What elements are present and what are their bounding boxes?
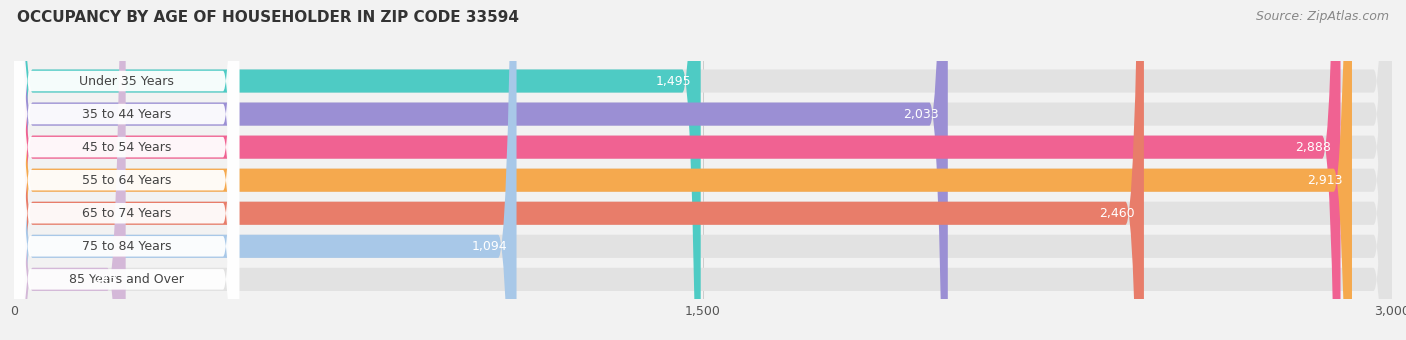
FancyBboxPatch shape [14, 0, 700, 340]
FancyBboxPatch shape [14, 0, 239, 340]
FancyBboxPatch shape [14, 0, 239, 340]
Text: 55 to 64 Years: 55 to 64 Years [82, 174, 172, 187]
Text: 85 Years and Over: 85 Years and Over [69, 273, 184, 286]
FancyBboxPatch shape [14, 0, 239, 340]
FancyBboxPatch shape [14, 0, 1392, 340]
FancyBboxPatch shape [14, 0, 1392, 340]
Text: Source: ZipAtlas.com: Source: ZipAtlas.com [1256, 10, 1389, 23]
Text: 65 to 74 Years: 65 to 74 Years [82, 207, 172, 220]
FancyBboxPatch shape [14, 0, 1392, 340]
Text: 45 to 54 Years: 45 to 54 Years [82, 141, 172, 154]
Text: 2,033: 2,033 [903, 107, 939, 121]
FancyBboxPatch shape [14, 0, 239, 340]
Text: Under 35 Years: Under 35 Years [79, 74, 174, 87]
FancyBboxPatch shape [14, 0, 1353, 340]
Text: 2,888: 2,888 [1295, 141, 1331, 154]
Text: 1,094: 1,094 [472, 240, 508, 253]
FancyBboxPatch shape [14, 0, 516, 340]
FancyBboxPatch shape [14, 0, 1392, 340]
FancyBboxPatch shape [14, 0, 125, 340]
FancyBboxPatch shape [14, 0, 1392, 340]
FancyBboxPatch shape [14, 0, 1392, 340]
Text: 1,495: 1,495 [655, 74, 692, 87]
Text: 75 to 84 Years: 75 to 84 Years [82, 240, 172, 253]
Text: 243: 243 [93, 273, 117, 286]
FancyBboxPatch shape [14, 0, 1144, 340]
Text: OCCUPANCY BY AGE OF HOUSEHOLDER IN ZIP CODE 33594: OCCUPANCY BY AGE OF HOUSEHOLDER IN ZIP C… [17, 10, 519, 25]
FancyBboxPatch shape [14, 0, 239, 340]
Text: 2,460: 2,460 [1099, 207, 1135, 220]
FancyBboxPatch shape [14, 0, 239, 340]
FancyBboxPatch shape [14, 0, 948, 340]
FancyBboxPatch shape [14, 0, 1340, 340]
FancyBboxPatch shape [14, 0, 239, 340]
FancyBboxPatch shape [14, 0, 1392, 340]
Text: 2,913: 2,913 [1308, 174, 1343, 187]
Text: 35 to 44 Years: 35 to 44 Years [82, 107, 172, 121]
